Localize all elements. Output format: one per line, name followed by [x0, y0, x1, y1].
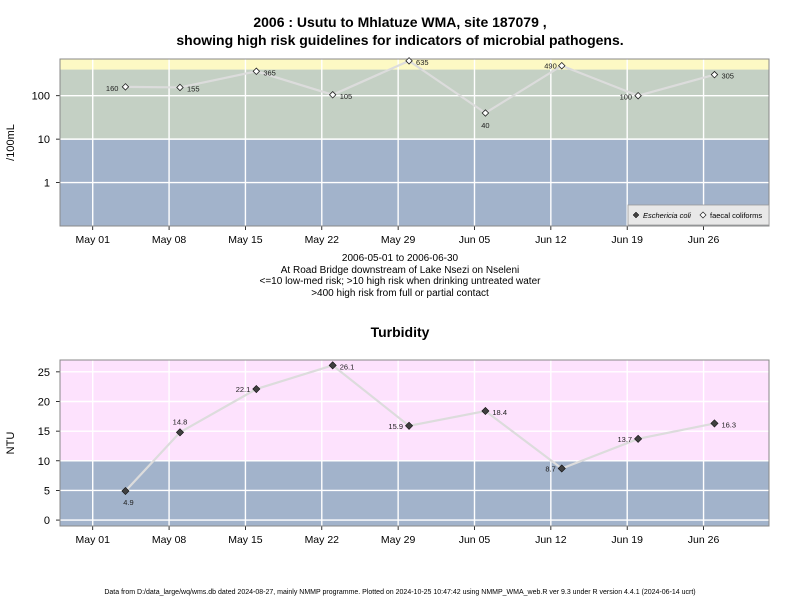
legend-label-faecal: faecal coliforms	[710, 211, 762, 220]
x-tick-label: Jun 05	[459, 234, 491, 246]
data-label: 4.9	[123, 498, 133, 507]
data-point	[710, 70, 719, 79]
x-tick-label: Jun 12	[535, 234, 567, 246]
y-tick-label: 15	[38, 426, 50, 438]
y-tick-label: 25	[38, 367, 50, 379]
data-label: 155	[187, 84, 200, 93]
subtitle-location: At Road Bridge downstream of Lake Nsezi …	[280, 264, 520, 276]
data-point	[405, 421, 414, 430]
data-point	[176, 83, 184, 92]
x-tick-label: May 01	[76, 234, 111, 246]
turbidity-chart: May 01 May 08 May 15 May 22 May 29 Jun 05 Jun …	[5, 359, 770, 546]
data-point	[481, 406, 490, 416]
data-label: 14.8	[173, 417, 188, 426]
data-label: 490	[544, 62, 557, 71]
data-point	[252, 385, 261, 394]
y-tick-label: 10	[38, 134, 50, 146]
y-tick-label: 0	[44, 515, 50, 527]
x-tick-label: May 01	[76, 534, 111, 546]
legend-marker-ecoli	[632, 211, 640, 219]
data-point	[634, 91, 642, 100]
y-tick-label: 100	[32, 91, 50, 103]
data-label: 22.1	[236, 385, 251, 394]
x-tick-label: Jun 05	[459, 534, 491, 546]
footer-note: Data from D:/data_large/wq/wms.db dated …	[104, 589, 696, 596]
subtitle-risk-contact: >400 high risk from full or partial cont…	[311, 287, 489, 299]
data-point	[557, 61, 566, 70]
data-label: 18.4	[492, 408, 507, 417]
plot-frame	[59, 58, 770, 227]
legend-marker-faecal	[699, 211, 707, 219]
y-tick-label: 1	[44, 178, 50, 190]
legend: Eschericia coli faecal coliforms	[627, 204, 770, 226]
data-label: 100	[620, 93, 633, 102]
x-tick-label: May 08	[152, 534, 187, 546]
legend-box	[627, 204, 770, 226]
x-tick-label: May 29	[381, 534, 416, 546]
data-point	[121, 486, 130, 496]
data-point	[481, 109, 490, 117]
subtitle-risk-drinking: <=10 low-med risk; >10 high risk when dr…	[259, 276, 541, 287]
y-axis-label: /100mL	[5, 124, 17, 161]
data-point	[121, 83, 130, 91]
data-point	[557, 464, 566, 473]
x-tick-label: Jun 19	[611, 234, 643, 246]
data-label: 15.9	[388, 422, 403, 431]
y-tick-label: 20	[38, 397, 50, 409]
x-tick-label: May 15	[228, 534, 263, 546]
legend-label-ecoli: Eschericia coli	[643, 211, 691, 220]
data-label: 635	[416, 58, 429, 67]
y-axis-label: NTU	[5, 432, 17, 455]
data-label: 40	[481, 121, 489, 130]
data-label: 8.7	[545, 464, 555, 473]
data-label: 26.1	[340, 362, 355, 371]
x-tick-label: May 22	[305, 534, 340, 546]
data-point	[328, 361, 337, 370]
data-point	[175, 428, 185, 437]
data-point	[710, 419, 719, 428]
risk-band	[60, 360, 769, 461]
risk-band	[60, 69, 769, 140]
data-label: 365	[263, 68, 276, 77]
data-point	[328, 91, 337, 99]
x-tick-label: May 08	[152, 234, 187, 246]
risk-band	[60, 460, 769, 526]
microbial-chart: May 01 May 08 May 15 May 22 May 29 Jun 05 Jun …	[5, 57, 770, 246]
data-label: 160	[106, 84, 119, 93]
data-point	[634, 434, 643, 443]
turbidity-title: Turbidity	[370, 324, 430, 340]
x-tick-label: May 22	[305, 234, 340, 246]
y-tick-label: 10	[38, 456, 50, 468]
x-tick-label: Jun 26	[688, 534, 720, 546]
data-label: 105	[340, 92, 353, 101]
x-tick-label: Jun 12	[535, 534, 567, 546]
x-tick-label: May 29	[381, 234, 416, 246]
data-point	[252, 67, 261, 76]
plot-frame	[59, 359, 770, 527]
x-tick-label: May 15	[228, 234, 263, 246]
x-tick-label: Jun 19	[611, 534, 643, 546]
chart-title-line-1: 2006 : Usutu to Mhlatuze WMA, site 18707…	[253, 14, 547, 30]
data-point	[405, 57, 413, 65]
chart-title-line-2: showing high risk guidelines for indicat…	[176, 32, 624, 48]
data-label: 16.3	[721, 420, 736, 429]
data-label: 13.7	[617, 435, 632, 444]
data-label: 305	[721, 72, 734, 81]
y-tick-label: 5	[44, 485, 50, 497]
x-tick-label: Jun 26	[688, 234, 720, 246]
subtitle-dates: 2006-05-01 to 2006-06-30	[341, 253, 459, 264]
